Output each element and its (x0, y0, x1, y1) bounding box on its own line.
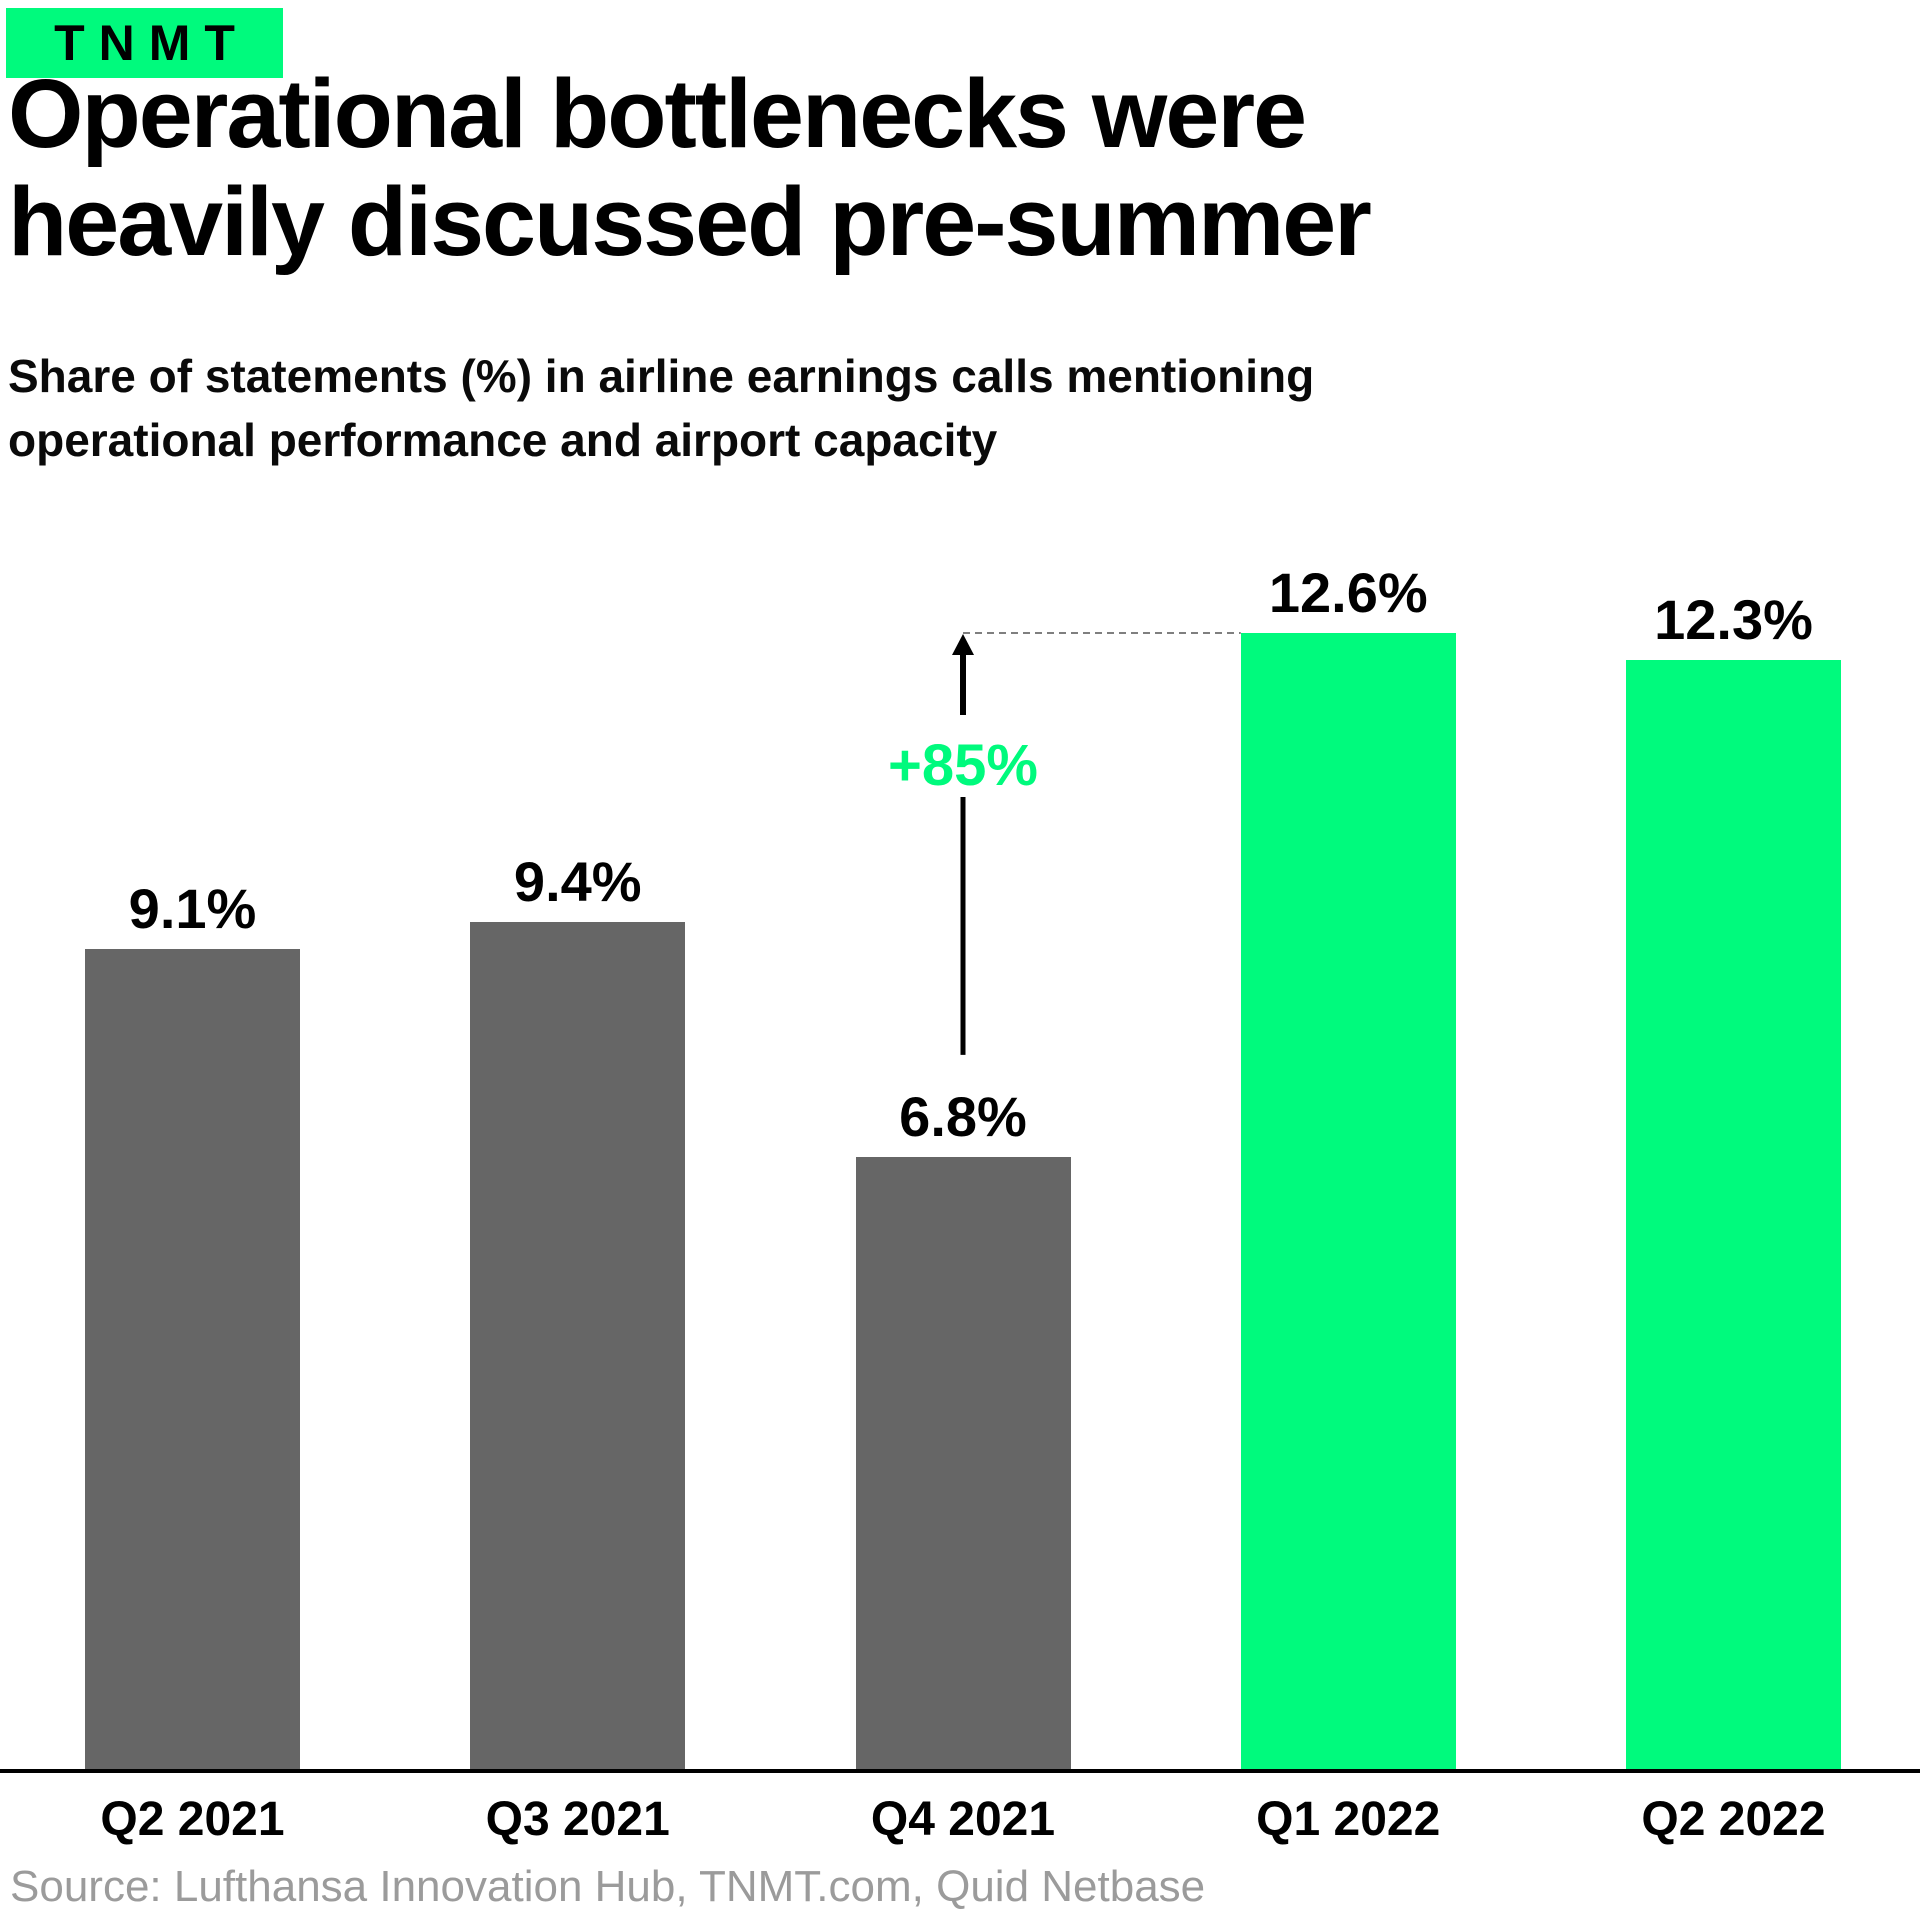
tnmt-logo: TNMT (6, 8, 283, 78)
x-axis-label-q2-2021: Q2 2021 (100, 1793, 285, 1846)
bar-q2-2021 (85, 949, 300, 1771)
bar-value-label-q2-2022: 12.3% (1654, 588, 1813, 652)
bar-q3-2021 (470, 921, 686, 1771)
x-axis-label-q2-2022: Q2 2022 (1641, 1793, 1826, 1846)
subtitle-line-1: Share of statements (%) in airline earni… (8, 350, 1315, 402)
bar-value-label-q3-2021: 9.4% (513, 849, 642, 913)
bar-q1-2022 (1240, 632, 1456, 1771)
bar-value-label-q2-2021: 9.1% (128, 877, 257, 941)
x-axis-line (0, 1769, 1920, 1773)
up-arrow-head-icon (952, 633, 974, 655)
title-line-1: Operational bottlenecks were (8, 59, 1307, 168)
tnmt-logo-text: TNMT (54, 15, 249, 71)
title-line-2: heavily discussed pre-summer (8, 167, 1372, 276)
subtitle-line-2: operational performance and airport capa… (8, 414, 998, 466)
x-axis-label-q1-2022: Q1 2022 (1256, 1793, 1441, 1846)
bar-q2-2022 (1626, 660, 1841, 1771)
x-axis-label-q3-2021: Q3 2021 (485, 1793, 670, 1846)
page-title: Operational bottlenecks were heavily dis… (8, 59, 1372, 276)
source-note: Source: Lufthansa Innovation Hub, TNMT.c… (10, 1862, 1206, 1911)
bar-value-label-q1-2022: 12.6% (1268, 560, 1428, 624)
bar-value-label-q4-2021: 6.8% (899, 1084, 1027, 1148)
annotation-label: +85% (888, 733, 1038, 798)
x-axis-label-q4-2021: Q4 2021 (870, 1793, 1056, 1846)
bar-q4-2021 (855, 1156, 1071, 1771)
chart-subtitle: Share of statements (%) in airline earni… (8, 344, 1314, 472)
